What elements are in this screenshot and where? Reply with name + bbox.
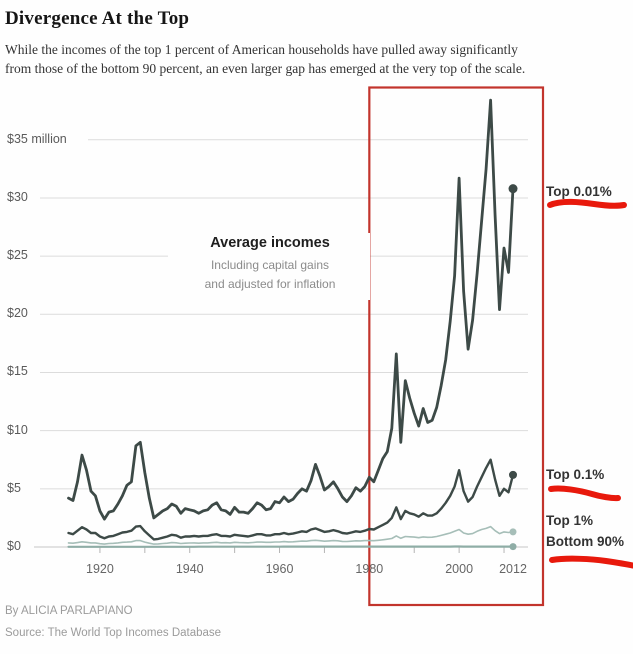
series-end-dot-top-1- <box>509 528 517 536</box>
underline-bottom-90-red-underline <box>549 555 633 569</box>
series-line-top-0-1- <box>67 458 515 541</box>
series-label-bottom-90-: Bottom 90% <box>546 534 625 549</box>
source-credit: Source: The World Top Incomes Database <box>5 627 222 639</box>
annotation-title: Average incomes <box>210 235 330 251</box>
y-axis-label-5: $5 <box>7 480 21 495</box>
annotation-note-1: Including capital gains <box>210 258 330 272</box>
x-axis-label-2012: 2012 <box>499 562 527 576</box>
y-axis-label-0: $0 <box>7 539 21 553</box>
page-title: Divergence At the Top <box>5 8 190 29</box>
annotation-note-2: and adjusted for inflation <box>204 277 336 291</box>
series-end-dot-top-0-1- <box>509 470 518 479</box>
series-end-dot-top-0-01- <box>508 184 518 194</box>
subtitle-line-2: from those of the bottom 90 percent, an … <box>5 61 526 76</box>
x-axis-label-1980: 1980 <box>355 562 384 576</box>
highlight-rectangle <box>368 86 545 607</box>
y-axis-label-10: $10 <box>7 422 28 437</box>
x-axis-label-2000: 2000 <box>445 562 474 576</box>
x-axis-label-1960: 1960 <box>265 562 294 576</box>
y-axis-label-25: $25 <box>7 248 28 263</box>
y-axis-label-30: $30 <box>7 189 28 204</box>
series-label-top-0-01-: Top 0.01% <box>546 184 612 199</box>
byline: By ALICIA PARLAPIANO <box>5 605 133 617</box>
y-axis-label-15: $15 <box>7 364 28 379</box>
x-axis-label-1920: 1920 <box>86 562 114 576</box>
series-label-top-1-: Top 1% <box>546 513 593 528</box>
series-label-top-0-1-: Top 0.1% <box>546 467 605 482</box>
underline-top-0-01-red-underline <box>547 198 627 209</box>
y-axis-label-20: $20 <box>7 306 28 321</box>
x-axis-label-1940: 1940 <box>175 562 204 576</box>
chart-annotation: Average incomes Including capital gains … <box>170 233 370 300</box>
subtitle-line-1: While the incomes of the top 1 percent o… <box>5 42 518 57</box>
series-line-top-0-01- <box>67 98 515 521</box>
series-end-dot-bottom-90- <box>509 543 517 551</box>
underline-top-0-1-red-underline <box>548 485 621 502</box>
y-axis-label-35: $35 million <box>7 131 67 146</box>
series-line-top-1- <box>67 525 514 545</box>
